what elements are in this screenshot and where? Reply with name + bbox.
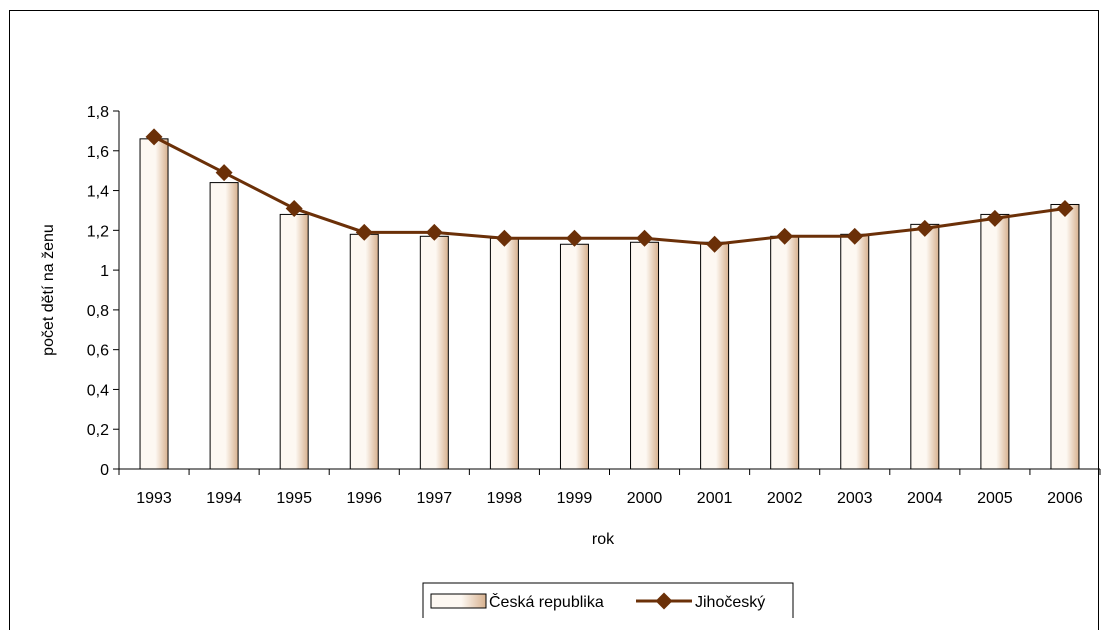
- x-tick-label: 2003: [837, 490, 873, 507]
- x-axis-title: rok: [592, 531, 615, 548]
- line-marker: [425, 223, 443, 241]
- line-markers: [145, 128, 1074, 253]
- y-tick-label: 0,8: [87, 303, 109, 320]
- y-tick-label: 1,2: [87, 223, 109, 240]
- bar: [700, 241, 730, 470]
- line-marker: [215, 164, 233, 182]
- x-tick-label: 2006: [1047, 490, 1083, 507]
- line-marker: [285, 199, 303, 217]
- axes: [118, 111, 1100, 470]
- x-tick-label: 2002: [767, 490, 803, 507]
- line-series: [153, 135, 1066, 246]
- y-tick-label: 0,2: [87, 422, 109, 439]
- bar: [139, 138, 169, 470]
- y-tick-label: 1,4: [87, 184, 109, 201]
- chart-frame: [9, 10, 1099, 630]
- y-axis-ticks: 0 0,2 0,4 0,6 0,8 1 1,2 1,4 1,6 1,8: [87, 104, 119, 479]
- line-marker: [495, 229, 513, 247]
- x-tick-label: 1996: [346, 490, 382, 507]
- bar: [630, 241, 660, 470]
- x-tick-label: 1993: [136, 490, 172, 507]
- bar: [419, 235, 449, 470]
- bar-series: [139, 138, 1080, 470]
- x-tick-label: 1998: [487, 490, 523, 507]
- line-marker: [706, 235, 724, 253]
- line-marker: [145, 128, 163, 146]
- legend-swatch-marker: [655, 592, 673, 610]
- line-marker: [916, 219, 934, 237]
- bar: [489, 237, 519, 470]
- bar: [910, 223, 940, 470]
- line-marker: [846, 227, 864, 245]
- x-tick-label: 1999: [557, 490, 593, 507]
- x-tick-label: 2001: [697, 490, 733, 507]
- x-tick-label: 2004: [907, 490, 943, 507]
- legend-label-line: Jihočeský: [695, 594, 765, 611]
- x-tick-label: 2005: [977, 490, 1013, 507]
- bar: [840, 233, 870, 470]
- y-tick-label: 0,6: [87, 343, 109, 360]
- line-series-path: [153, 135, 1066, 246]
- bar: [559, 243, 589, 470]
- y-tick-label: 1,6: [87, 144, 109, 161]
- x-tick-label: 1994: [206, 490, 242, 507]
- line-marker: [355, 223, 373, 241]
- legend: Česká republika Jihočeský: [422, 582, 794, 618]
- bar: [209, 182, 239, 470]
- y-tick-label: 0,4: [87, 382, 109, 399]
- y-tick-label: 0: [100, 462, 109, 479]
- y-tick-label: 1,8: [87, 104, 109, 121]
- line-marker: [636, 229, 654, 247]
- y-axis-title: počet dětí na ženu: [40, 224, 57, 356]
- x-tick-label: 1995: [276, 490, 312, 507]
- bar: [980, 213, 1010, 470]
- bar: [349, 233, 379, 470]
- x-tick-label: 1997: [417, 490, 453, 507]
- x-axis-ticks: 1993 1994 1995 1996 1997 1998 1999 2000 2001 2002…: [118, 469, 1101, 507]
- legend-swatch-bar: [430, 593, 487, 609]
- line-marker: [565, 229, 583, 247]
- bar: [1050, 203, 1080, 470]
- bar: [279, 213, 309, 470]
- line-marker: [986, 209, 1004, 227]
- y-tick-label: 1: [100, 263, 109, 280]
- x-tick-label: 2000: [627, 490, 663, 507]
- line-marker: [776, 227, 794, 245]
- bar: [770, 235, 800, 470]
- legend-label-bar: Česká republika: [489, 592, 604, 611]
